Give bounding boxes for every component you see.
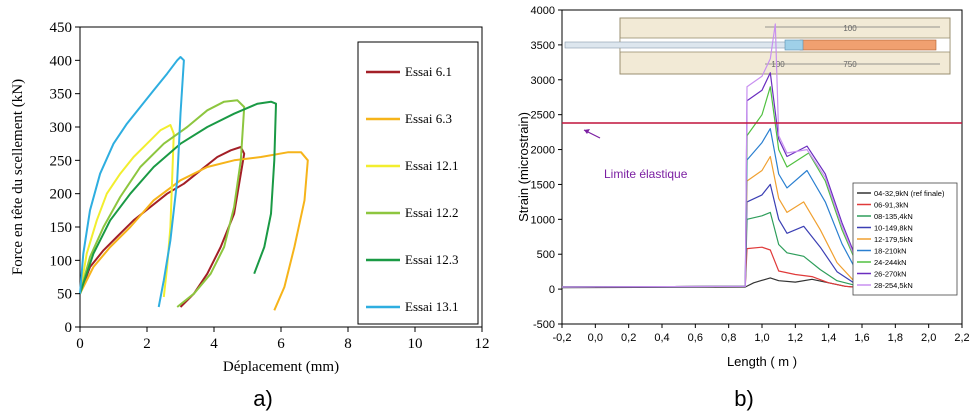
x-tick-label: -0,2 xyxy=(553,332,572,344)
y-tick-label: -500 xyxy=(533,319,555,331)
x-tick-label: 6 xyxy=(277,336,285,352)
elastic-limit-annotation: Limite élastique xyxy=(583,129,688,181)
chart-b-series-line xyxy=(561,246,929,290)
chart-a-legend-label: Essai 12.2 xyxy=(405,205,458,220)
chart-a-series-line xyxy=(79,146,246,308)
chart-b-legend-label: 10-149,8kN xyxy=(874,224,913,233)
y-tick-label: 0 xyxy=(549,284,555,296)
x-tick-label: 2,0 xyxy=(921,332,936,344)
chart-b-legend-label: 24-244kN xyxy=(874,258,907,267)
chart-b-legend: 04-32,9kN (ref finale) 06-91,3kN 08-135,4k… xyxy=(852,182,958,296)
chart-a-series-line xyxy=(79,124,175,298)
chart-a-legend: Essai 6.1 Essai 6.3 Essai 12.1 Essai 12.2 Es… xyxy=(357,41,479,325)
chart-a-legend-label: Essai 13.1 xyxy=(405,299,458,314)
x-tick-label: 0,0 xyxy=(588,332,603,344)
chart-a-series-line xyxy=(79,151,309,311)
chart-a-legend-label: Essai 6.1 xyxy=(405,64,452,79)
y-tick-label: 100 xyxy=(50,253,73,269)
chart-b: 100 100 750 Limite élastique -0,2 0,0 0,2 0… xyxy=(516,5,970,411)
chart-a-legend-label: Essai 12.3 xyxy=(405,252,458,267)
y-tick-label: 300 xyxy=(50,120,73,136)
chart-b-legend-label: 18-210kN xyxy=(874,247,907,256)
y-tick-label: 2500 xyxy=(531,110,555,122)
y-tick-label: 450 xyxy=(50,20,73,36)
y-tick-label: 500 xyxy=(537,249,555,261)
chart-a-legend-box xyxy=(357,41,479,325)
chart-a-ticks: 0 2 4 6 8 10 12 0 50 100 150 200 250 300 350 400 450 xyxy=(50,20,490,352)
x-tick-label: 1,6 xyxy=(854,332,869,344)
chart-b-legend-label: 12-179,5kN xyxy=(874,235,913,244)
chart-b-legend-label: 06-91,3kN xyxy=(874,201,909,210)
y-tick-label: 3000 xyxy=(531,75,555,87)
chart-b-panel-label: b) xyxy=(734,386,754,411)
y-tick-label: 200 xyxy=(50,187,73,203)
chart-b-legend-label: 28-254,5kN xyxy=(874,281,913,290)
x-tick-label: 1,8 xyxy=(888,332,903,344)
inset-dimension-label: 100 xyxy=(843,24,857,33)
chart-a-panel-label: a) xyxy=(253,386,273,411)
chart-a: 0 2 4 6 8 10 12 0 50 100 150 200 250 300 350 400 450 Ess… xyxy=(10,20,490,411)
inset-dimension-label: 100 xyxy=(771,60,785,69)
chart-b-y-axis-label: Strain (microstrain) xyxy=(516,112,531,222)
chart-b-x-axis-label: Length ( m ) xyxy=(727,354,797,369)
chart-b-legend-label: 26-270kN xyxy=(874,270,907,279)
y-tick-label: 1000 xyxy=(531,214,555,226)
chart-a-legend-label: Essai 6.3 xyxy=(405,111,452,126)
chart-a-series-line xyxy=(79,56,185,308)
elastic-limit-label: Limite élastique xyxy=(604,167,688,181)
chart-b-legend-label: 04-32,9kN (ref finale) xyxy=(874,189,945,198)
y-tick-label: 150 xyxy=(50,220,73,236)
chart-a-x-axis-label: Déplacement (mm) xyxy=(223,359,339,375)
x-tick-label: 1,0 xyxy=(754,332,769,344)
x-tick-label: 0 xyxy=(76,336,84,352)
chart-a-series-line xyxy=(79,100,277,295)
y-tick-label: 0 xyxy=(65,320,73,336)
x-tick-label: 0,8 xyxy=(721,332,736,344)
x-tick-label: 0,4 xyxy=(654,332,669,344)
x-tick-label: 10 xyxy=(408,336,423,352)
y-tick-label: 250 xyxy=(50,153,73,169)
chart-a-series-line xyxy=(79,99,246,308)
y-tick-label: 4000 xyxy=(531,5,555,17)
y-tick-label: 1500 xyxy=(531,179,555,191)
inset-dimension-label: 750 xyxy=(843,60,857,69)
x-tick-label: 4 xyxy=(210,336,218,352)
chart-b-legend-label: 08-135,4kN xyxy=(874,212,913,221)
chart-a-legend-label: Essai 12.1 xyxy=(405,158,458,173)
chart-b-ticks: -0,2 0,0 0,2 0,4 0,6 0,8 1,0 1,2 1,4 1,6 1,8 2,0 2,2… xyxy=(531,5,970,344)
chart-a-series-group xyxy=(79,56,309,311)
y-tick-label: 350 xyxy=(50,87,73,103)
x-tick-label: 2 xyxy=(143,336,151,352)
x-tick-label: 12 xyxy=(475,336,490,352)
y-tick-label: 3500 xyxy=(531,40,555,52)
x-tick-label: 1,4 xyxy=(821,332,836,344)
x-tick-label: 0,2 xyxy=(621,332,636,344)
y-tick-label: 2000 xyxy=(531,145,555,157)
x-tick-label: 8 xyxy=(344,336,352,352)
y-tick-label: 50 xyxy=(57,287,72,303)
x-tick-label: 0,6 xyxy=(688,332,703,344)
x-tick-label: 2,2 xyxy=(954,332,969,344)
x-tick-label: 1,2 xyxy=(788,332,803,344)
chart-a-y-axis-label: Force en tête du scellement (kN) xyxy=(10,79,26,275)
chart-b-anchor-schematic: 100 100 750 xyxy=(564,17,951,75)
y-tick-label: 400 xyxy=(50,53,73,69)
